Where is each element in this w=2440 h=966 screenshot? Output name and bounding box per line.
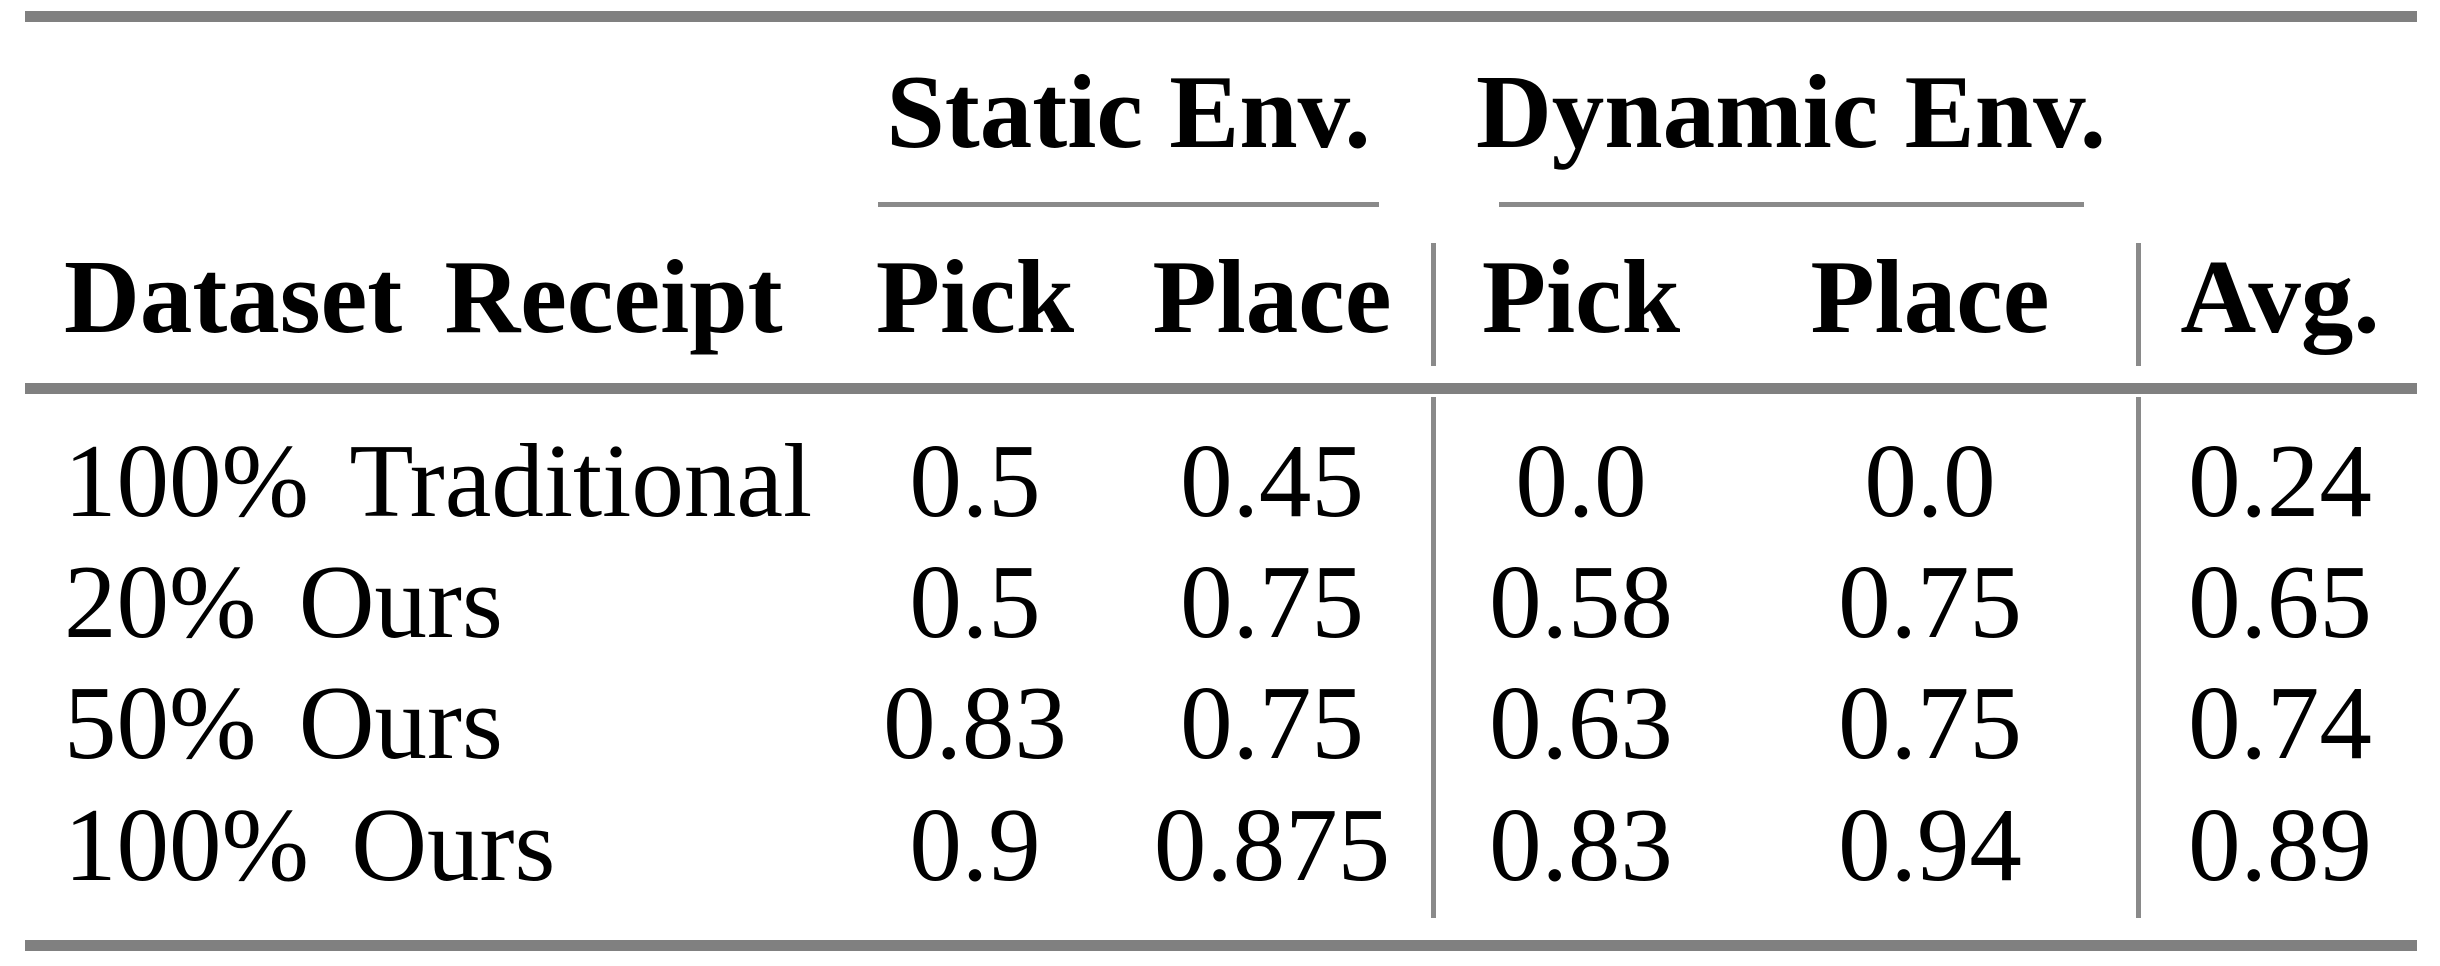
value-cell: 0.65 [2188,543,2372,660]
header-static-pick: Pick [875,238,1075,355]
value-cell: 0.83 [1489,786,1673,903]
value-cell: 0.58 [1489,543,1673,660]
column-separator-2-header [2136,243,2141,366]
value-cell: 0.75 [1180,664,1364,781]
dynamic-env-underline-rule [1499,202,2084,207]
value-cell: 0.875 [1153,786,1391,903]
value-cell: 0.63 [1489,664,1673,781]
value-cell: 0.89 [2188,786,2372,903]
static-env-underline-rule [878,202,1379,207]
header-static-place: Place [1152,238,1392,355]
column-separator-1-header [1431,243,1436,366]
value-cell: 0.9 [909,786,1041,903]
value-cell: 0.0 [1864,422,1996,539]
value-cell: 0.75 [1838,543,2022,660]
header-dataset-receipt: Dataset Receipt [64,238,783,355]
table-top-rule [25,11,2417,22]
row-label: 100% Traditional [64,422,813,539]
header-dynamic-place: Place [1810,238,2050,355]
header-dynamic-pick: Pick [1481,238,1681,355]
row-label: 100% Ours [64,786,556,903]
value-cell: 0.75 [1838,664,2022,781]
value-cell: 0.45 [1180,422,1364,539]
group-header-dynamic-env: Dynamic Env. [1475,53,2107,170]
value-cell: 0.5 [909,422,1041,539]
header-avg: Avg. [2180,238,2380,355]
value-cell: 0.94 [1838,786,2022,903]
group-header-static-env: Static Env. [886,53,1371,170]
column-separator-1-body [1431,397,1436,918]
value-cell: 0.0 [1515,422,1647,539]
value-cell: 0.75 [1180,543,1364,660]
value-cell: 0.5 [909,543,1041,660]
column-separator-2-body [2136,397,2141,918]
value-cell: 0.83 [883,664,1067,781]
value-cell: 0.24 [2188,422,2372,539]
table-bottom-rule [25,940,2417,951]
row-label: 20% Ours [64,543,503,660]
row-label: 50% Ours [64,664,503,781]
table-header-rule [25,383,2417,394]
value-cell: 0.74 [2188,664,2372,781]
